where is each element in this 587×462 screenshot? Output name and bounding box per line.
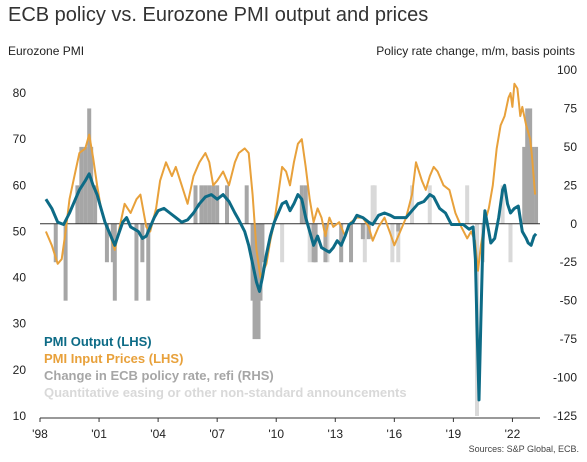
policy-bar-0: [53, 223, 58, 263]
policy-bar-13: [146, 223, 151, 301]
right-tick-label: -125: [553, 409, 577, 423]
input-series-line: [44, 82, 537, 279]
legend-qe: Quantitative easing or other non-standar…: [44, 385, 407, 400]
right-tick-label: -25: [560, 255, 578, 269]
qe-bar-11: [465, 185, 470, 224]
qe-bar-14: [500, 185, 505, 224]
policy-bar-20: [225, 185, 230, 224]
left-tick-label: 30: [13, 317, 27, 331]
policy-bar-15: [199, 185, 204, 224]
qe-bar-6: [372, 185, 377, 224]
x-tick-label: '01: [91, 427, 107, 441]
left-tick-label: 10: [13, 409, 27, 423]
qe-bar-9: [410, 185, 415, 224]
right-tick-label: -75: [560, 332, 578, 346]
qe-bar-15: [508, 223, 513, 263]
left-tick-label: 50: [13, 224, 27, 238]
qe-bar-7: [390, 223, 395, 263]
policy-bar-4: [83, 146, 88, 224]
right-tick-label: 25: [564, 178, 578, 192]
right-tick-label: 75: [564, 101, 578, 115]
policy-bar-42: [534, 146, 539, 224]
x-tick-label: '10: [268, 427, 284, 441]
policy-bar-35: [360, 223, 365, 240]
axis-ticks-group: '98 '01 '04 '07 '10 '13 '16 '19 '22 10 20 30 40 50 60 7…: [13, 63, 578, 441]
policy-bar-1: [63, 223, 68, 301]
qe-bar-1: [307, 223, 312, 263]
policy-bar-27: [260, 223, 265, 263]
legend: PMI Output (LHS) PMI Input Prices (LHS) Ch…: [44, 334, 407, 400]
output-series-line: [44, 172, 538, 402]
policy-bar-18: [211, 185, 216, 224]
x-tick-label: '04: [150, 427, 166, 441]
x-tick-label: '98: [32, 427, 48, 441]
policy-bar-11: [134, 223, 139, 301]
right-tick-label: 50: [564, 140, 578, 154]
policy-bar-29: [303, 185, 308, 224]
left-tick-label: 20: [13, 363, 27, 377]
qe-bar-0: [280, 223, 285, 263]
legend-input: PMI Input Prices (LHS): [44, 351, 183, 366]
x-tick-label: '19: [446, 427, 462, 441]
policy-bar-32: [323, 223, 328, 263]
policy-bar-36: [366, 223, 371, 240]
policy-bar-14: [193, 185, 198, 224]
policy-bar-6: [89, 146, 94, 224]
policy-bar-17: [207, 185, 212, 224]
source-note: Sources: S&P Global, ECB.: [468, 444, 579, 454]
right-tick-label: 0: [570, 217, 577, 231]
policy-bar-21: [244, 185, 249, 224]
policy-bar-38: [522, 146, 527, 224]
x-tick-label: '16: [387, 427, 403, 441]
chart-title: ECB policy vs. Eurozone PMI output and p…: [8, 4, 429, 26]
policy-bar-34: [349, 223, 354, 263]
policy-bar-2: [75, 185, 80, 224]
x-tick-label: '13: [327, 427, 343, 441]
policy-bar-37: [396, 223, 401, 232]
legend-output: PMI Output (LHS): [44, 334, 152, 349]
right-tick-label: -50: [560, 294, 578, 308]
left-axis-label: Eurozone PMI: [8, 44, 85, 58]
left-tick-label: 40: [13, 271, 27, 285]
right-tick-label: 100: [557, 63, 577, 77]
left-tick-label: 60: [13, 178, 27, 192]
left-tick-label: 80: [13, 86, 27, 100]
policy-bar-8: [104, 223, 109, 263]
x-tick-label: '07: [209, 427, 225, 441]
policy-bar-7: [93, 185, 98, 224]
policy-bar-12: [140, 223, 145, 263]
x-tick-label: '22: [505, 427, 521, 441]
qe-bar-8: [396, 223, 401, 263]
policy-bar-41: [530, 146, 535, 224]
left-tick-label: 70: [13, 132, 27, 146]
series-lines-group: [44, 82, 538, 402]
right-tick-label: -100: [553, 371, 577, 385]
policy-bar-16: [203, 185, 208, 224]
policy-bar-10: [112, 223, 117, 301]
right-axis-label: Policy rate change, m/m, basis points: [376, 44, 575, 58]
qe-bar-10: [427, 185, 432, 224]
qe-bar-4: [362, 223, 367, 263]
policy-bar-19: [215, 185, 220, 224]
legend-policy: Change in ECB policy rate, refi (RHS): [44, 368, 274, 383]
policy-bar-39: [525, 108, 530, 224]
